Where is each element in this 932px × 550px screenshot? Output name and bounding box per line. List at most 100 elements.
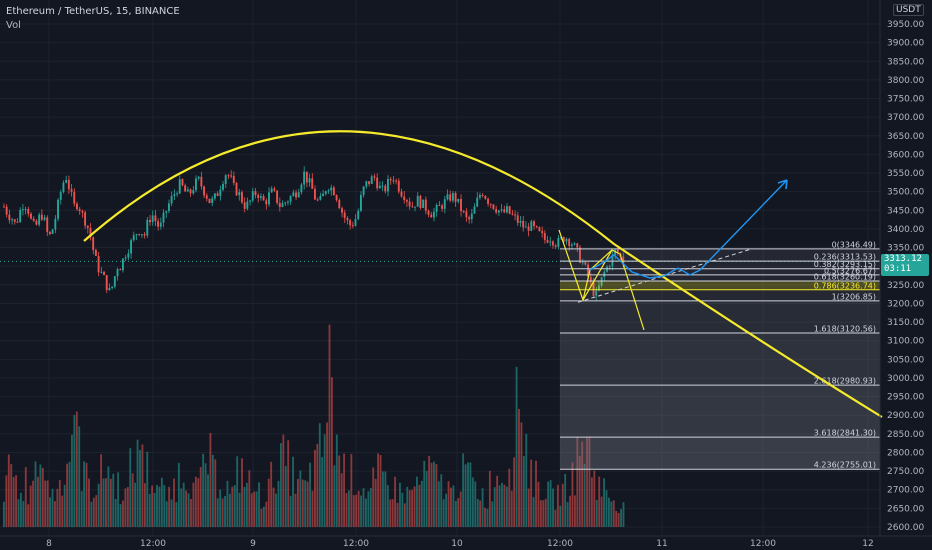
price-tick: 2600.00 <box>887 523 924 533</box>
volume-bar <box>549 480 552 527</box>
candle-body <box>203 186 206 196</box>
candle-body <box>554 245 557 247</box>
volume-bar <box>542 500 545 527</box>
volume-bar <box>34 461 37 527</box>
volume-bar <box>491 501 494 527</box>
price-tick: 2900.00 <box>887 411 924 421</box>
volume-bar <box>588 436 591 527</box>
volume-bar <box>595 499 598 527</box>
time-axis[interactable]: 8 12:00 9 12:00 10 12:00 11 12:00 12 <box>0 535 932 549</box>
candle-body <box>335 195 338 201</box>
price-tick: 2650.00 <box>887 504 924 514</box>
candle-body <box>549 241 552 243</box>
candle-body <box>314 188 316 200</box>
candle-body <box>430 214 433 218</box>
fib-level-label: 2.618(2980.93) <box>814 377 876 386</box>
volume-bar <box>617 512 620 527</box>
volume-bar <box>253 491 256 527</box>
price-tick: 2950.00 <box>887 393 924 403</box>
candle-body <box>581 262 584 264</box>
volume-bar <box>85 462 88 527</box>
price-tick: 3000.00 <box>887 374 924 384</box>
volume-bar <box>78 426 81 527</box>
volume-bar <box>231 486 234 527</box>
candle-body <box>284 202 287 204</box>
volume-bar <box>352 495 355 527</box>
candle-body <box>270 188 273 193</box>
candle-body <box>159 222 162 227</box>
candle-body <box>135 234 138 236</box>
projection-arrowhead <box>777 179 788 190</box>
candle-body <box>346 218 349 221</box>
candle-body <box>533 221 535 227</box>
fib-level-label: 1(3206.85) <box>832 292 876 301</box>
candle-body <box>130 240 132 254</box>
volume-bar <box>56 488 59 527</box>
volume-bar <box>58 479 61 527</box>
price-tick: 3200.00 <box>887 299 924 309</box>
volume-bar <box>173 478 175 527</box>
candle-body <box>365 181 368 187</box>
volume-bar <box>314 449 316 527</box>
volume-bar <box>423 460 426 527</box>
candle-body <box>297 192 300 198</box>
candle-body <box>311 178 314 189</box>
volume-bar <box>340 473 343 527</box>
time-label: 12:00 <box>140 539 166 549</box>
candle-body <box>143 234 146 236</box>
volume-bar <box>88 478 90 527</box>
drawings[interactable] <box>83 130 883 418</box>
candle-body <box>119 269 122 271</box>
candle-body <box>84 212 87 226</box>
volume-bar <box>510 490 513 527</box>
candle-body <box>484 195 487 199</box>
volume-bar <box>102 478 105 527</box>
volume-bar <box>476 498 479 527</box>
volume-bar <box>481 488 484 527</box>
candle-body <box>35 220 38 225</box>
volume-bar <box>566 502 569 527</box>
candle-body <box>451 193 454 201</box>
volume-bar <box>479 500 482 527</box>
candle-body <box>230 175 233 177</box>
volume-bar <box>294 493 297 527</box>
candle-body <box>178 179 181 194</box>
volume-bar <box>20 492 22 527</box>
volume-bar <box>457 498 460 527</box>
price-axis[interactable]: 2600.00 2650.00 2700.00 2750.00 2800.00 2850.… <box>879 0 924 536</box>
volume-bar <box>520 422 523 527</box>
volume-bar <box>112 473 115 527</box>
candle-body <box>465 211 468 218</box>
candlesticks[interactable] <box>3 166 625 302</box>
time-label: 12:00 <box>343 539 369 549</box>
candle-body <box>481 194 484 196</box>
candle-body <box>235 183 238 196</box>
volume-bar <box>241 458 243 527</box>
fib-zone <box>560 300 880 334</box>
volume-bar <box>501 482 503 527</box>
volume-bar <box>462 453 465 527</box>
fib-level-label: 0(3346.49) <box>832 240 876 249</box>
fibonacci-retracement[interactable]: 0(3346.49)0.236(3313.53)0.382(3293.15)0.… <box>560 240 880 470</box>
volume-bar <box>464 464 467 527</box>
volume-bar <box>214 459 217 527</box>
candle-body <box>568 239 571 247</box>
candle-body <box>519 220 522 223</box>
candle-body <box>384 185 387 192</box>
candle-body <box>565 239 568 242</box>
price-tick: 3050.00 <box>887 355 924 365</box>
candle-body <box>381 185 384 187</box>
volume-bar <box>435 463 438 527</box>
candle-body <box>454 193 457 202</box>
volume-bar <box>207 474 209 527</box>
candle-body <box>597 285 600 291</box>
volume-bar <box>389 499 392 527</box>
candle-body <box>94 249 97 256</box>
volume-bar <box>522 456 525 527</box>
candle-body <box>219 189 222 196</box>
candle-body <box>319 196 322 200</box>
currency-label[interactable]: USDT <box>893 4 924 16</box>
candle-body <box>46 217 49 232</box>
candle-body <box>254 191 257 196</box>
